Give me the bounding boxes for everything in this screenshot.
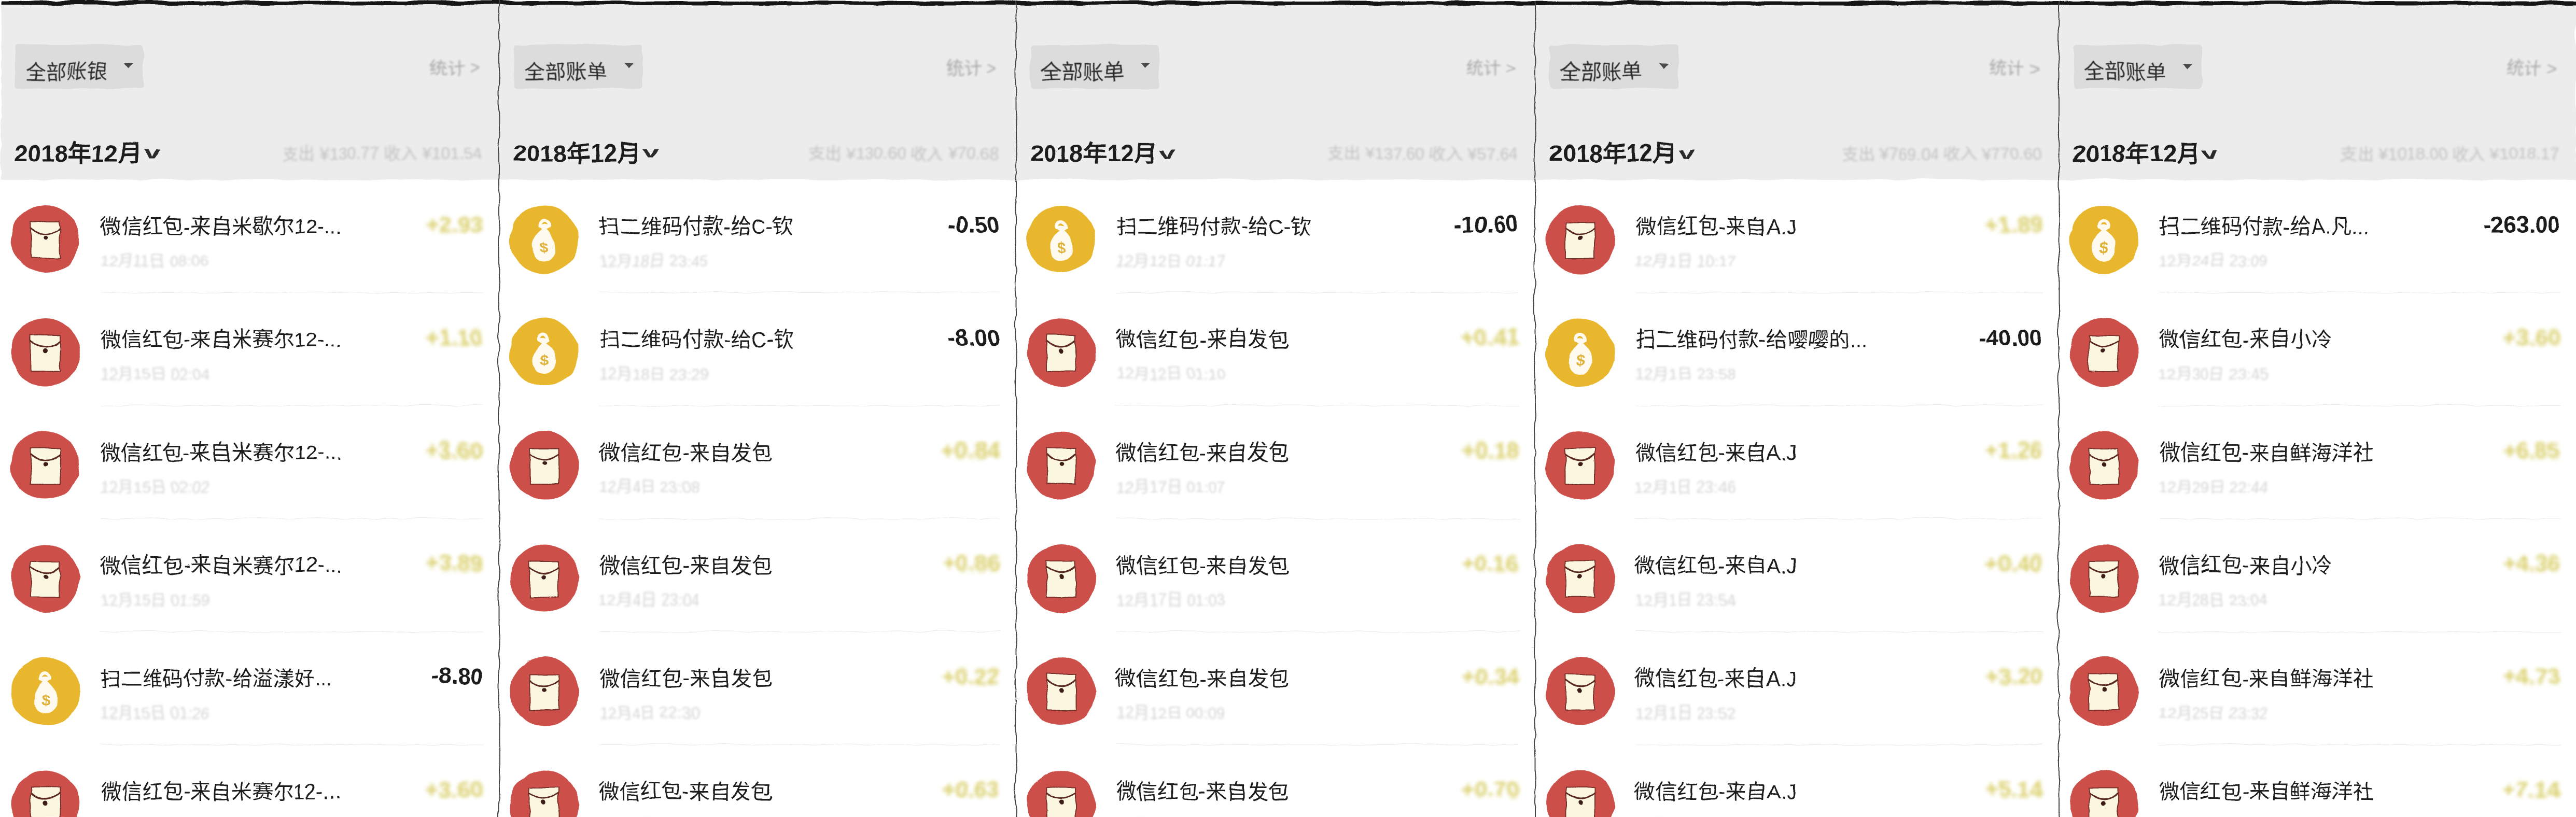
svg-text:$: $ [1575, 351, 1584, 369]
svg-text:$: $ [1056, 238, 1065, 256]
svg-text:$: $ [40, 691, 49, 708]
svg-text:$: $ [539, 238, 548, 256]
svg-text:$: $ [539, 351, 548, 369]
svg-text:$: $ [2099, 238, 2108, 256]
